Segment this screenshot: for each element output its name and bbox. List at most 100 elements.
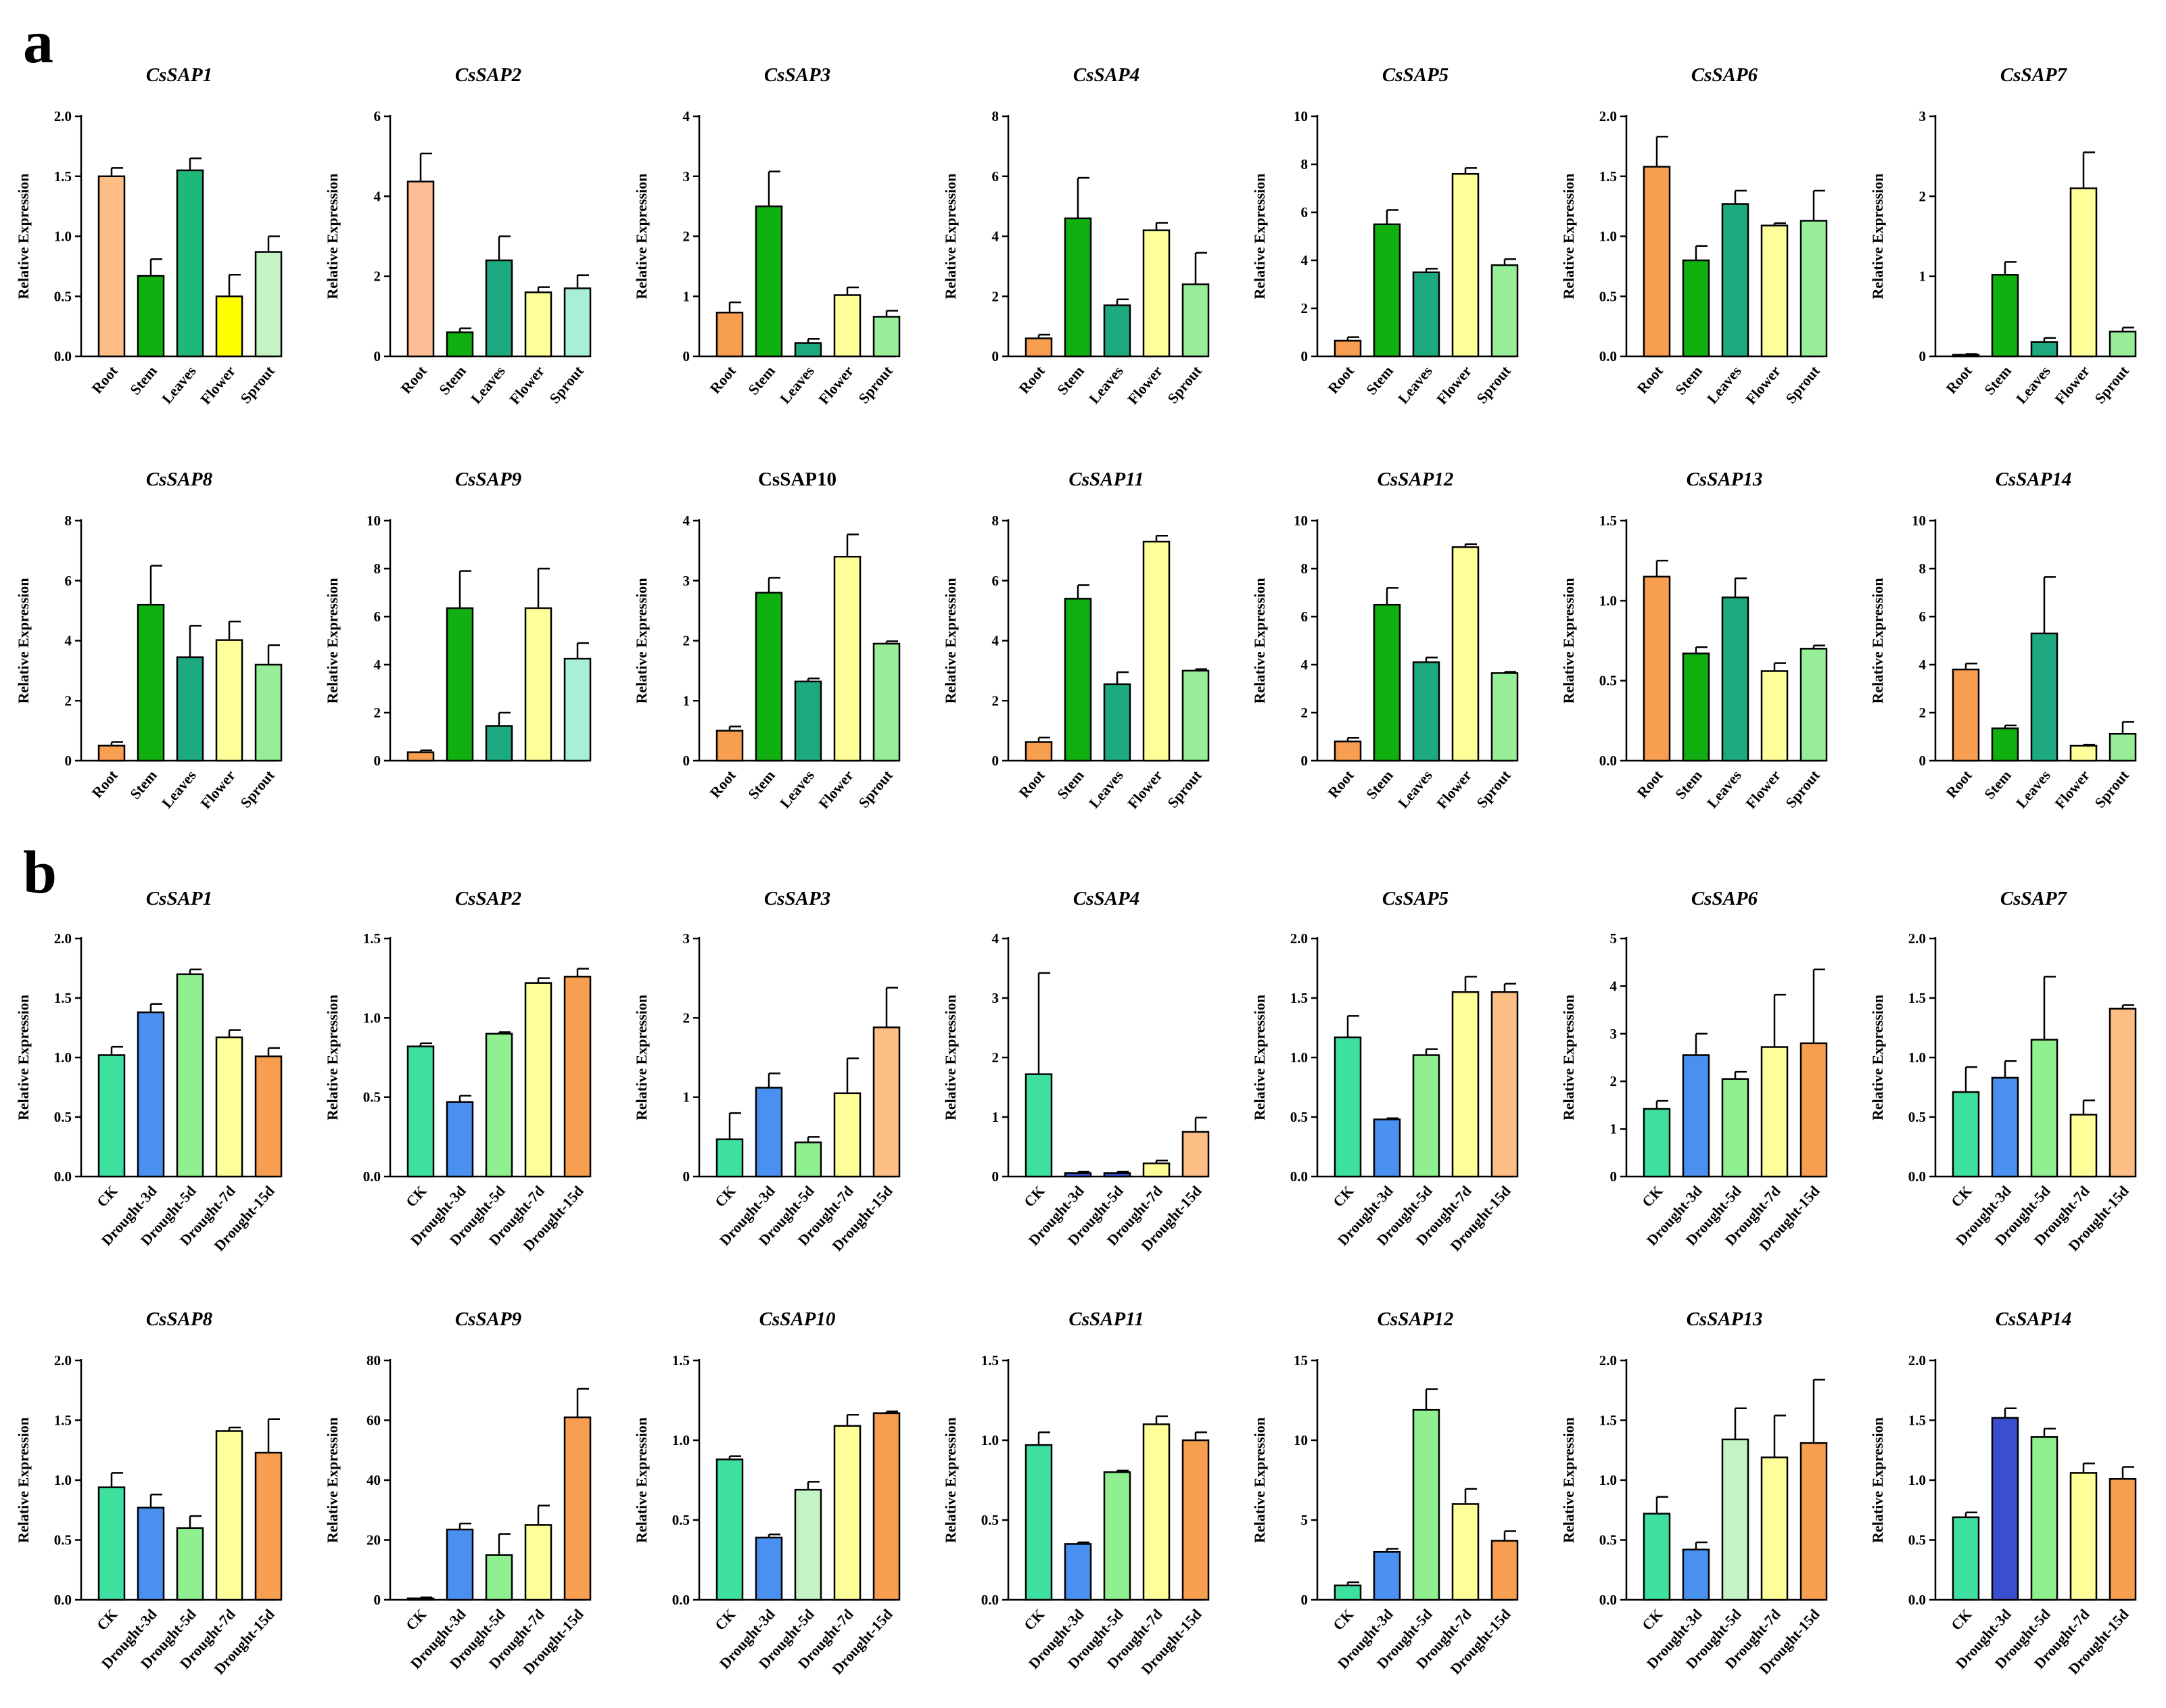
y-tick-label: 1.0 <box>54 1049 72 1066</box>
chart-a-cssap14: CsSAP14 Relative Expression 0 2 4 6 8 10 Root Ste… <box>1869 469 2137 812</box>
bar-drought-3d <box>1682 1054 1710 1178</box>
x-tick-label: Root <box>89 362 122 397</box>
bar-drought-7d <box>1142 1162 1171 1178</box>
y-tick-label: 4 <box>374 657 381 673</box>
x-tick-label: Leaves <box>776 362 818 407</box>
bar-drought-5d <box>1103 1172 1131 1178</box>
bar-root <box>1334 339 1362 358</box>
y-tick-label: 1.0 <box>1599 1472 1617 1488</box>
x-tick-label: Root <box>707 362 740 397</box>
x-tick-label: Stem <box>435 362 469 398</box>
chart-title: CsSAP11 <box>1068 1308 1144 1330</box>
y-tick-label: 1 <box>683 1089 690 1106</box>
y-tick-label: 1.5 <box>54 168 72 185</box>
y-tick-label: 8 <box>1301 561 1309 577</box>
x-tick-label: Root <box>1325 362 1358 397</box>
bar-drought-15d <box>563 976 592 1178</box>
bar-drought-5d <box>794 1488 822 1601</box>
bar-drought-15d <box>1490 1540 1519 1601</box>
y-tick-label: 2.0 <box>54 108 72 124</box>
y-tick-label: 80 <box>367 1352 381 1369</box>
chart-title: CsSAP2 <box>455 888 521 909</box>
x-tick-label: CK <box>402 1606 430 1634</box>
y-tick-label: 0 <box>1301 1592 1309 1608</box>
chart-a-cssap13: CsSAP13 Relative Expression 0.0 0.5 1.0 1.5 Ro… <box>1560 469 1828 812</box>
y-tick-label: 4 <box>1610 978 1618 994</box>
y-tick-label: 1.5 <box>1290 990 1308 1006</box>
x-tick-label: Leaves <box>1085 362 1127 407</box>
y-tick-label: 2.0 <box>1908 930 1926 947</box>
x-tick-label: Stem <box>1054 362 1087 398</box>
chart-title: CsSAP1 <box>146 64 212 86</box>
x-tick-label: Root <box>1634 362 1667 397</box>
y-axis-label: Relative Expression <box>1560 1417 1577 1543</box>
x-tick-label: Flower <box>1433 767 1475 812</box>
bar-sprout <box>254 663 283 762</box>
bar-drought-3d <box>1682 1548 1710 1601</box>
y-tick-label: 2 <box>683 1010 690 1026</box>
x-tick-label: Leaves <box>1394 767 1436 811</box>
bar-drought-3d <box>137 1507 165 1601</box>
bar-root <box>97 175 126 358</box>
y-axis-label: Relative Expression <box>324 995 341 1120</box>
bar-drought-3d <box>755 1087 783 1178</box>
y-tick-label: 0.0 <box>981 1592 999 1608</box>
x-tick-label: CK <box>1948 1606 1975 1634</box>
y-tick-label: 1 <box>683 692 690 709</box>
bar-leaves <box>485 259 513 358</box>
bar-drought-7d <box>833 1092 862 1178</box>
chart-title: CsSAP3 <box>764 64 830 86</box>
y-tick-label: 0.5 <box>1290 1109 1308 1125</box>
bar-root <box>97 744 126 762</box>
y-tick-label: 0 <box>683 1168 690 1185</box>
bar-drought-15d <box>1490 991 1519 1178</box>
chart-a-cssap11: CsSAP11 Relative Expression 0 2 4 6 8 Root StemL… <box>942 469 1210 812</box>
x-tick-label: Leaves <box>158 362 199 407</box>
x-tick-label: CK <box>1639 1606 1666 1634</box>
x-tick-label: Stem <box>1672 767 1705 803</box>
x-tick-label: Flower <box>815 767 857 812</box>
y-tick-label: 0.5 <box>54 288 72 304</box>
y-tick-label: 10 <box>1294 513 1308 529</box>
x-tick-label: Sprout <box>237 767 278 811</box>
y-tick-label: 2 <box>992 692 999 709</box>
y-tick-label: 1.5 <box>672 1352 690 1369</box>
bar-drought-15d <box>872 1026 901 1178</box>
y-tick-label: 3 <box>1610 1026 1618 1042</box>
bar-sprout <box>1490 264 1519 358</box>
y-tick-label: 1.5 <box>1599 168 1617 185</box>
y-tick-label: 0 <box>1301 348 1309 364</box>
bar-drought-3d <box>1991 1417 2019 1601</box>
y-axis-label: Relative Expression <box>942 578 959 704</box>
bar-drought-15d <box>872 1412 901 1601</box>
y-tick-label: 1.0 <box>1908 1472 1926 1488</box>
bar-sprout <box>2109 732 2137 762</box>
y-tick-label: 1.0 <box>363 1010 381 1026</box>
chart-title: CsSAP3 <box>764 888 830 909</box>
y-axis-label: Relative Expression <box>1869 174 1886 300</box>
bar-drought-5d <box>176 973 204 1178</box>
y-tick-label: 2 <box>374 705 381 721</box>
bar-item-5 <box>563 657 592 762</box>
y-tick-label: 2 <box>683 229 690 245</box>
chart-a-cssap4: CsSAP4 Relative Expression 0 2 4 6 8 Root StemLe… <box>942 64 1210 408</box>
chart-a-cssap5: CsSAP5 Relative Expression 0 2 4 6 8 10 Root Stem… <box>1251 64 1519 408</box>
bar-drought-7d <box>2069 1114 2098 1178</box>
bar-leaves <box>176 656 204 762</box>
bar-item-2 <box>446 607 474 762</box>
x-tick-label: Sprout <box>1782 362 1823 407</box>
y-tick-label: 0.0 <box>1599 1592 1617 1608</box>
x-tick-label: Flower <box>1124 362 1166 408</box>
y-axis-label: Relative Expression <box>633 578 650 704</box>
x-tick-label: Root <box>1634 767 1667 801</box>
chart-title: CsSAP4 <box>1073 64 1139 86</box>
chart-title: CsSAP12 <box>1378 1308 1454 1330</box>
y-tick-label: 0 <box>683 753 690 769</box>
bar-drought-3d <box>446 1101 474 1178</box>
bar-leaves <box>2030 632 2058 762</box>
y-axis-label: Relative Expression <box>633 1417 650 1543</box>
y-tick-label: 0 <box>65 753 72 769</box>
bar-leaves <box>1103 683 1131 762</box>
bar-ck <box>1952 1091 1980 1178</box>
